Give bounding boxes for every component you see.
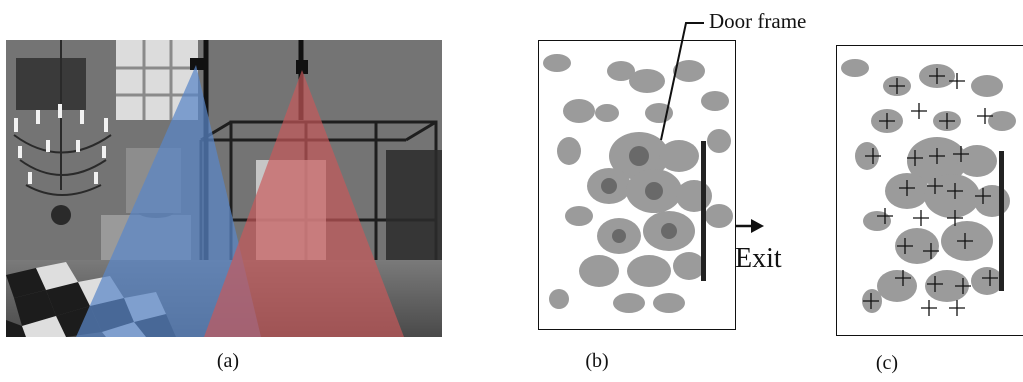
caption-a: (a) (216, 350, 240, 372)
caption-c: (c) (875, 352, 899, 374)
door-frame-label: Door frame (709, 9, 807, 33)
detection-crosshairs (863, 68, 998, 316)
right-camera-fov (204, 70, 404, 337)
door-frame-line (701, 141, 706, 281)
density-map-c (836, 45, 1023, 336)
photo-room-with-cameras (6, 40, 442, 337)
density-map-b (538, 40, 736, 330)
left-camera-fov (76, 65, 261, 337)
exit-label: Exit (735, 243, 782, 274)
caption-b: (b) (585, 350, 609, 372)
